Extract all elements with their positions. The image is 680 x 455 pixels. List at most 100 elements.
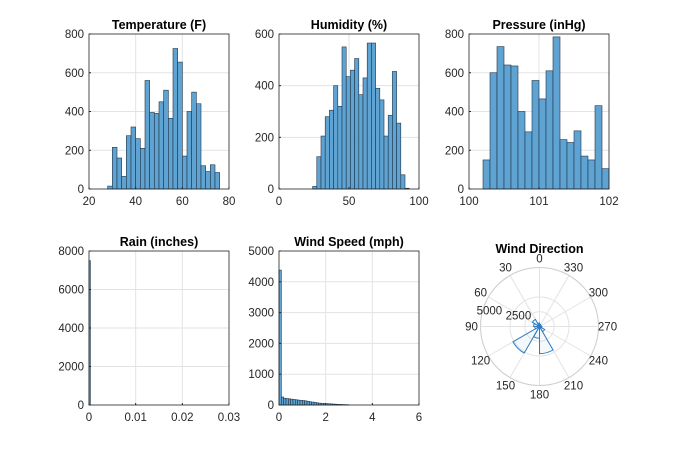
histogram-3: 100 101 102 0 200 400 600 800 Pressure (inHg) xyxy=(445,18,619,208)
chart-title: Wind Direction xyxy=(495,242,583,256)
r-gridline xyxy=(509,296,570,357)
x-tick-label: 0 xyxy=(276,412,282,424)
histogram-bar xyxy=(573,130,582,190)
histogram-bar xyxy=(130,126,136,190)
histogram-bar xyxy=(333,85,339,190)
x-tick-label: 50 xyxy=(343,196,356,208)
plot-area xyxy=(279,251,419,405)
theta-tick-label: 60 xyxy=(474,288,487,300)
histogram-bar xyxy=(107,185,113,190)
histogram-bar xyxy=(383,135,389,190)
r-tick-label: 5000 xyxy=(477,305,503,317)
y-tick-label: 200 xyxy=(255,132,274,144)
y-tick-label: 0 xyxy=(458,184,464,196)
histogram-4: 0 0.01 0.02 0.03 0 2000 4000 6000 8000 Rain (inch… xyxy=(58,235,240,424)
theta-tick-label: 90 xyxy=(465,322,478,334)
histogram-bar xyxy=(168,117,174,190)
theta-tick-label: 120 xyxy=(471,356,490,368)
chart-title: Pressure (inHg) xyxy=(492,18,585,32)
y-tick-label: 2000 xyxy=(248,338,274,350)
theta-tick-label: 300 xyxy=(589,288,608,300)
histogram-bar xyxy=(144,80,150,190)
histogram-bar xyxy=(531,80,540,190)
histogram-bar xyxy=(126,135,132,190)
y-tick-label: 1000 xyxy=(248,369,274,381)
histogram-bar xyxy=(324,116,330,190)
histogram-bar xyxy=(396,122,402,190)
x-tick-label: 2 xyxy=(322,412,328,424)
x-tick-label: 40 xyxy=(129,196,142,208)
y-tick-label: 400 xyxy=(65,107,84,119)
histogram-bar xyxy=(337,106,343,190)
x-tick-label: 6 xyxy=(416,412,422,424)
histogram-bar xyxy=(482,159,491,190)
histogram-bar xyxy=(601,168,610,190)
histogram-bar xyxy=(297,399,301,406)
chart-title: Wind Speed (mph) xyxy=(294,235,404,249)
histogram-bar xyxy=(121,176,127,190)
histogram-bar xyxy=(538,98,547,190)
y-tick-label: 600 xyxy=(255,29,274,41)
histogram-bar xyxy=(379,99,385,190)
x-tick-label: 0.01 xyxy=(124,412,146,424)
histogram-bar xyxy=(154,113,160,190)
histogram-bar xyxy=(559,139,568,190)
y-tick-label: 6000 xyxy=(58,285,84,297)
x-tick-label: 100 xyxy=(409,196,428,208)
histogram-bar xyxy=(387,115,393,190)
histogram-bar xyxy=(311,401,315,406)
histogram-bar xyxy=(158,101,164,190)
chart-title: Temperature (F) xyxy=(112,18,206,32)
histogram-bar xyxy=(299,400,303,406)
histogram-bar xyxy=(354,58,360,190)
histogram-bar xyxy=(545,70,554,190)
theta-tick-label: 30 xyxy=(499,263,512,275)
x-tick-label: 0.02 xyxy=(171,412,193,424)
chart-title: Rain (inches) xyxy=(120,235,199,249)
histogram-bar xyxy=(283,397,287,406)
y-tick-label: 0 xyxy=(78,184,84,196)
histogram-bar xyxy=(205,171,211,190)
histogram-bar xyxy=(290,398,294,406)
histogram-bar xyxy=(191,91,197,190)
y-tick-label: 800 xyxy=(445,29,464,41)
histogram-bar xyxy=(210,164,216,190)
histogram-bar xyxy=(140,148,146,190)
histogram-bar xyxy=(304,400,308,406)
y-tick-label: 400 xyxy=(445,107,464,119)
histogram-bar xyxy=(196,103,202,190)
histogram-bar xyxy=(214,172,220,190)
histogram-bar xyxy=(182,155,188,190)
y-tick-label: 0 xyxy=(268,184,274,196)
histogram-2: 0 50 100 0 200 400 600 Humidity (%) xyxy=(255,18,429,208)
histogram-bar xyxy=(149,112,155,190)
histogram-bar xyxy=(489,72,498,190)
theta-tick-label: 150 xyxy=(496,380,515,392)
histogram-bar xyxy=(135,138,141,190)
x-tick-label: 60 xyxy=(176,196,189,208)
x-tick-label: 0 xyxy=(86,412,92,424)
polar-bin xyxy=(512,325,541,354)
x-tick-label: 4 xyxy=(369,412,376,424)
y-tick-label: 4000 xyxy=(58,323,84,335)
y-tick-label: 200 xyxy=(65,145,84,157)
histogram-bar xyxy=(288,398,291,406)
y-tick-label: 4000 xyxy=(248,277,274,289)
histogram-bar xyxy=(371,42,376,190)
histogram-bar xyxy=(524,131,533,190)
y-tick-label: 600 xyxy=(445,68,464,80)
x-tick-label: 0.03 xyxy=(218,412,240,424)
histogram-bar xyxy=(172,48,178,190)
histogram-bar xyxy=(200,165,206,190)
histogram-bar xyxy=(306,401,310,406)
histogram-bar xyxy=(362,77,368,190)
x-tick-label: 80 xyxy=(223,196,236,208)
histogram-bar xyxy=(587,159,596,190)
x-tick-label: 100 xyxy=(459,196,478,208)
axes-box xyxy=(278,250,420,406)
y-tick-label: 3000 xyxy=(248,308,274,320)
histogram-bar xyxy=(309,401,312,406)
histogram-bar xyxy=(186,111,192,190)
